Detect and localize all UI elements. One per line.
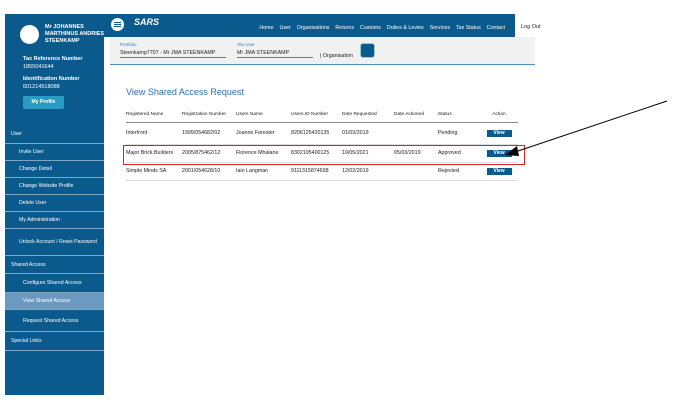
table-cell: 8302105400125 bbox=[291, 144, 342, 163]
highlight-box bbox=[123, 145, 525, 165]
column-header: Registered Name bbox=[126, 108, 182, 123]
sidebar-item-label: My Administration bbox=[19, 217, 60, 223]
table-cell bbox=[394, 162, 438, 181]
tax-user-select[interactable]: Mr JMA STEENKAMP bbox=[237, 50, 313, 58]
sidebar-item-label: Invite User bbox=[19, 149, 44, 155]
sidebar-item-shared-access[interactable]: Shared Access bbox=[5, 256, 104, 274]
hamburger-menu-icon[interactable] bbox=[111, 18, 124, 31]
table-cell: Simple Minds SA bbox=[126, 162, 182, 181]
user-name: Mr JOHANNES MARTHINUS ANDRIES STEENKAMP bbox=[45, 24, 105, 44]
logout-link[interactable]: Log Out bbox=[521, 24, 541, 30]
nav-tax-status[interactable]: Tax Status bbox=[456, 25, 481, 31]
portfolio-label: Portfolio bbox=[120, 42, 137, 47]
table-cell: 12/02/2019 bbox=[342, 162, 394, 181]
table-cell: Approved bbox=[438, 144, 480, 163]
table-cell: Joanne Forester bbox=[236, 122, 291, 145]
table-cell: View bbox=[480, 162, 518, 181]
sidebar-nav: User Invite User Change Detail Change Websi… bbox=[5, 124, 104, 351]
table-cell: Iain Langman bbox=[236, 162, 291, 181]
nav-home[interactable]: Home bbox=[259, 25, 274, 31]
column-header: Action bbox=[480, 108, 518, 123]
sidebar-item-label: Change Detail bbox=[19, 166, 52, 172]
column-header: Date Actioned bbox=[394, 108, 438, 123]
sidebar: Mr JOHANNES MARTHINUS ANDRIES STEENKAMP … bbox=[5, 14, 104, 395]
column-header: Registration Number bbox=[182, 108, 236, 123]
sidebar-item-change-detail[interactable]: Change Detail bbox=[5, 161, 104, 178]
sidebar-item-view-shared-access[interactable]: View Shared Access bbox=[5, 293, 104, 310]
arrow-line bbox=[514, 100, 668, 153]
column-header: Status bbox=[438, 108, 480, 123]
sidebar-item-my-administration[interactable]: My Administration bbox=[5, 212, 104, 229]
table-cell: Interfront bbox=[126, 122, 182, 145]
portfolio-select[interactable]: Steenkamp7707 - Mr JMA STEENKAMP bbox=[120, 50, 226, 58]
tax-ref-label: Tax Reference Number bbox=[23, 56, 83, 62]
sidebar-item-delete-user[interactable]: Delete User bbox=[5, 195, 104, 212]
sidebar-item-label: Configure Shared Access bbox=[23, 280, 82, 286]
table-cell bbox=[394, 122, 438, 145]
nav-user[interactable]: User bbox=[279, 25, 291, 31]
table-cell: 2001/054628/10 bbox=[182, 162, 236, 181]
sidebar-item-label: User bbox=[11, 130, 22, 137]
top-nav-bar: SARS Home User Organisations Returns Customs… bbox=[104, 14, 515, 37]
sidebar-item-unlock-account-reset-password[interactable]: Unlock Account / Reset Password bbox=[5, 229, 104, 256]
tax-ref-value: 1855041644 bbox=[23, 64, 54, 70]
arrow-head bbox=[505, 146, 519, 156]
sidebar-item-invite-user[interactable]: Invite User bbox=[5, 144, 104, 161]
nav-organisations[interactable]: Organisations bbox=[296, 25, 330, 31]
sidebar-item-label: Shared Access bbox=[11, 261, 46, 268]
page-title: View Shared Access Request bbox=[126, 87, 244, 97]
table-cell: 01/03/2019 bbox=[342, 122, 394, 145]
nav-customs[interactable]: Customs bbox=[359, 25, 381, 31]
context-bar: Portfolio Steenkamp7707 - Mr JMA STEENKA… bbox=[110, 37, 535, 65]
organisation-label: | Organisation bbox=[320, 53, 353, 59]
tax-user-label: Tax User bbox=[237, 42, 255, 47]
sidebar-item-change-website-profile[interactable]: Change Website Profile bbox=[5, 178, 104, 195]
sidebar-item-label: Delete User bbox=[19, 200, 47, 206]
view-button[interactable]: View bbox=[486, 149, 512, 157]
sars-logo[interactable]: SARS bbox=[134, 17, 160, 27]
sidebar-item-label: Unlock Account / Reset Password bbox=[19, 239, 97, 245]
sidebar-item-user[interactable]: User bbox=[5, 124, 104, 144]
table-cell: Major Brick Builders bbox=[126, 144, 182, 163]
sidebar-item-label: Change Website Profile bbox=[19, 183, 74, 189]
nav-duties-levies[interactable]: Duties & Levies bbox=[386, 25, 424, 31]
sidebar-item-configure-shared-access[interactable]: Configure Shared Access bbox=[5, 274, 104, 293]
nav-returns[interactable]: Returns bbox=[335, 25, 354, 31]
sidebar-item-label: Special Links bbox=[11, 338, 42, 344]
column-header: Date Requested bbox=[342, 108, 394, 123]
sidebar-item-special-links[interactable]: Special Links bbox=[5, 332, 104, 351]
shared-access-table: Registered Name Registration Number Users … bbox=[126, 108, 518, 181]
avatar bbox=[20, 25, 39, 44]
sidebar-item-request-shared-access[interactable]: Request Shared Access bbox=[5, 310, 104, 332]
table-cell: 2005/875462/12 bbox=[182, 144, 236, 163]
id-label: Identification Number bbox=[23, 76, 80, 82]
view-button[interactable]: View bbox=[486, 129, 512, 137]
sidebar-item-label: View Shared Access bbox=[23, 298, 71, 304]
sidebar-item-label: Request Shared Access bbox=[23, 317, 79, 324]
table-cell: Rejected bbox=[438, 162, 480, 181]
column-header: Users Name bbox=[236, 108, 291, 123]
table-cell: Pending bbox=[438, 122, 480, 145]
table-cell: Florence Mhalane bbox=[236, 144, 291, 163]
table-row: Major Brick Builders 2005/875462/12 Floren… bbox=[126, 144, 518, 163]
table-cell: 9111315874698 bbox=[291, 162, 342, 181]
table-row: Interfront 1995/054682/02 Joanne Forester 8… bbox=[126, 122, 518, 145]
table-cell: 05/03/2019 bbox=[394, 144, 438, 163]
my-profile-button[interactable]: My Profile bbox=[23, 96, 64, 109]
main-nav: Home User Organisations Returns Customs Dutie… bbox=[259, 25, 505, 31]
table-cell: View bbox=[480, 144, 518, 163]
table-cell: 10/05/2021 bbox=[342, 144, 394, 163]
view-button[interactable]: View bbox=[486, 167, 512, 175]
table-cell: View bbox=[480, 122, 518, 145]
column-header: Users ID Number bbox=[291, 108, 342, 123]
table-row: Simple Minds SA 2001/054628/10 Iain Langma… bbox=[126, 162, 518, 181]
table-cell: 8206125420135 bbox=[291, 122, 342, 145]
nav-contact[interactable]: Contact bbox=[486, 25, 505, 31]
id-value: 601214518088 bbox=[23, 84, 60, 90]
table-cell: 1995/054682/02 bbox=[182, 122, 236, 145]
organisation-icon[interactable] bbox=[360, 43, 375, 58]
nav-services[interactable]: Services bbox=[429, 25, 450, 31]
